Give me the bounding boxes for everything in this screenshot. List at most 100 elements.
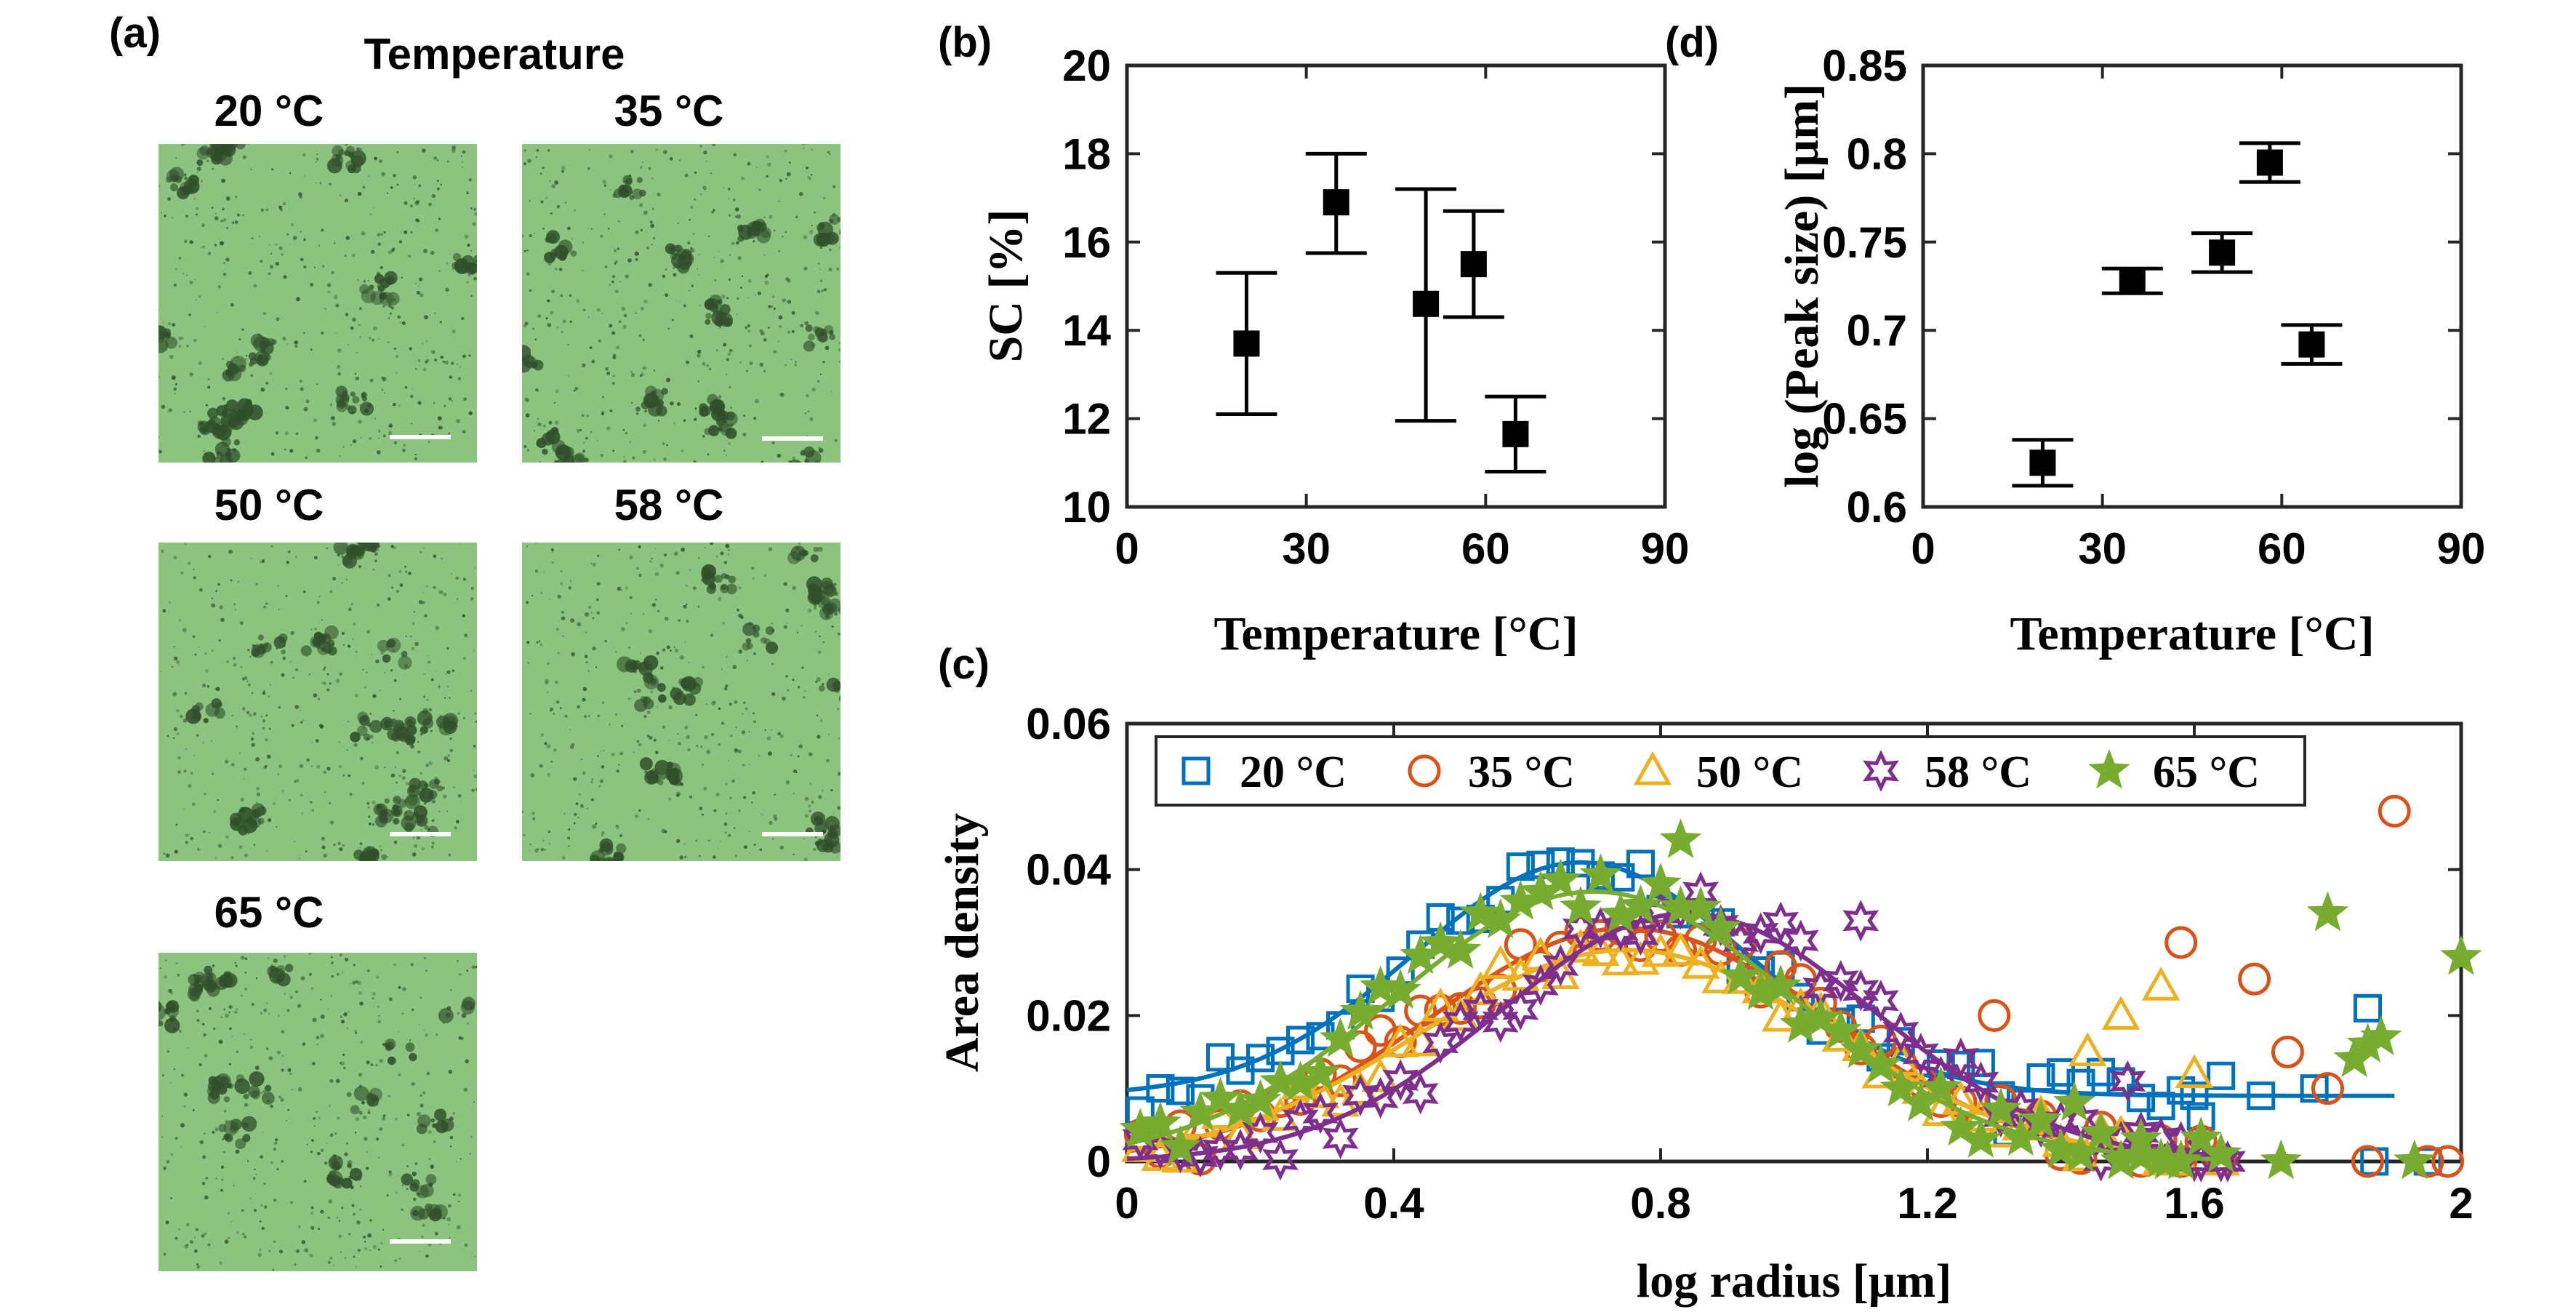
data-point bbox=[1262, 1138, 1299, 1181]
x-tick-label: 1.6 bbox=[2164, 1179, 2224, 1228]
legend-label-2: 50 °C bbox=[1696, 748, 1803, 797]
data-point bbox=[1379, 969, 1421, 1009]
x-tick-label: 60 bbox=[2258, 524, 2306, 573]
data-point bbox=[1919, 1066, 1962, 1106]
y-tick-label: 0.75 bbox=[1822, 218, 1907, 267]
data-point bbox=[1342, 1074, 1379, 1117]
x-tick-label: 0.4 bbox=[1363, 1179, 1424, 1228]
data-point bbox=[2029, 449, 2056, 476]
y-tick-label: 12 bbox=[1062, 395, 1111, 444]
y-tick-label: 0.8 bbox=[1847, 129, 1907, 178]
data-point bbox=[1502, 988, 1539, 1031]
micrograph-20-texture bbox=[159, 144, 477, 463]
legend-marker-0 bbox=[1181, 756, 1211, 785]
data-point bbox=[1980, 1087, 2022, 1128]
plot-frame-d bbox=[1921, 63, 2463, 509]
data-point bbox=[1419, 921, 1462, 961]
x-tick-label: 30 bbox=[1282, 524, 1331, 573]
micro-title-58: 58 °C bbox=[614, 481, 724, 529]
micro-title-50: 50 °C bbox=[214, 481, 324, 529]
data-point bbox=[1661, 932, 1700, 966]
x-axis-label: log radius [μm] bbox=[1637, 1255, 1951, 1308]
data-point bbox=[2199, 1132, 2242, 1172]
micrograph-65-texture bbox=[159, 953, 477, 1271]
x-tick-label: 0 bbox=[1115, 1179, 1139, 1228]
data-point bbox=[1681, 945, 1720, 979]
micrograph-35 bbox=[522, 144, 840, 463]
scale-bar bbox=[390, 832, 451, 836]
data-point bbox=[1659, 818, 1702, 859]
data-point bbox=[2207, 1061, 2236, 1090]
data-point bbox=[2119, 268, 2146, 295]
data-point bbox=[1481, 945, 1520, 979]
micrograph-50 bbox=[159, 543, 477, 861]
data-point bbox=[1962, 1061, 1999, 1104]
x-tick-label: 90 bbox=[1641, 524, 1690, 573]
scale-bar bbox=[762, 436, 823, 441]
legend-label-0: 20 °C bbox=[1240, 748, 1347, 797]
data-point bbox=[1522, 964, 1559, 1007]
data-point bbox=[2164, 926, 2198, 959]
data-point bbox=[2175, 1054, 2214, 1089]
data-point bbox=[1902, 1033, 1939, 1075]
data-point bbox=[1459, 892, 1502, 932]
micrograph-20 bbox=[159, 144, 477, 463]
y-tick-label: 10 bbox=[1062, 483, 1111, 532]
legend-marker-1 bbox=[1408, 754, 1441, 788]
micrograph-35-texture bbox=[522, 144, 840, 463]
data-point bbox=[2238, 962, 2271, 996]
x-tick-label: 0 bbox=[1115, 524, 1139, 573]
scale-bar bbox=[762, 832, 823, 836]
data-point bbox=[1439, 929, 1482, 969]
data-point bbox=[1922, 1092, 1960, 1127]
legend-marker-4 bbox=[2088, 748, 2130, 789]
y-tick-label: 18 bbox=[1062, 129, 1111, 178]
data-point bbox=[1233, 330, 1260, 357]
y-tick-label: 0.6 bbox=[1847, 483, 1907, 532]
legend-marker-2 bbox=[1633, 751, 1672, 785]
data-point bbox=[2360, 1015, 2402, 1055]
fit-line-4 bbox=[1126, 889, 2221, 1162]
data-point bbox=[2180, 1116, 2222, 1156]
data-point bbox=[1364, 1014, 1397, 1047]
x-tick-label: 2 bbox=[2449, 1179, 2473, 1228]
y-tick-label: 14 bbox=[1062, 306, 1111, 355]
data-point bbox=[2209, 239, 2236, 266]
data-point bbox=[1302, 1092, 1339, 1135]
data-point bbox=[2298, 331, 2325, 358]
y-tick-label: 0.02 bbox=[1026, 991, 1111, 1040]
y-axis-label: log (Peak size) [μm] bbox=[1775, 84, 1829, 488]
data-point bbox=[1619, 884, 1662, 924]
data-point bbox=[1322, 1117, 1359, 1160]
data-point bbox=[2101, 996, 2140, 1030]
data-point bbox=[1461, 971, 1500, 1005]
fit-line-0 bbox=[1126, 860, 2395, 1098]
data-point bbox=[2260, 1139, 2303, 1180]
y-tick-label: 20 bbox=[1062, 41, 1111, 90]
data-point bbox=[2109, 1060, 2146, 1103]
data-point bbox=[1199, 1076, 1242, 1117]
x-axis-label: Temperature [°C] bbox=[1213, 607, 1578, 660]
data-point bbox=[1460, 251, 1487, 278]
data-point bbox=[2311, 1072, 2344, 1105]
data-point bbox=[1842, 900, 1879, 942]
data-point bbox=[2431, 1145, 2465, 1178]
scale-bar bbox=[390, 1239, 451, 1244]
data-point bbox=[1282, 1099, 1319, 1141]
x-tick-label: 30 bbox=[2078, 524, 2127, 573]
data-point bbox=[1339, 990, 1381, 1031]
y-axis-label: SC [%] bbox=[979, 209, 1032, 363]
data-point bbox=[1359, 965, 1402, 1006]
y-tick-label: 0.65 bbox=[1822, 395, 1907, 444]
data-point bbox=[1720, 954, 1762, 995]
data-point bbox=[1940, 1105, 1982, 1146]
panel-label-b: (b) bbox=[938, 19, 992, 66]
data-point bbox=[2020, 1098, 2062, 1139]
y-tick-label: 0 bbox=[1087, 1137, 1111, 1186]
legend-label-1: 35 °C bbox=[1468, 748, 1575, 797]
data-point bbox=[1246, 1044, 1275, 1073]
data-point bbox=[1601, 941, 1640, 976]
data-point bbox=[1959, 1118, 2002, 1158]
y-tick-label: 0.85 bbox=[1822, 41, 1907, 90]
